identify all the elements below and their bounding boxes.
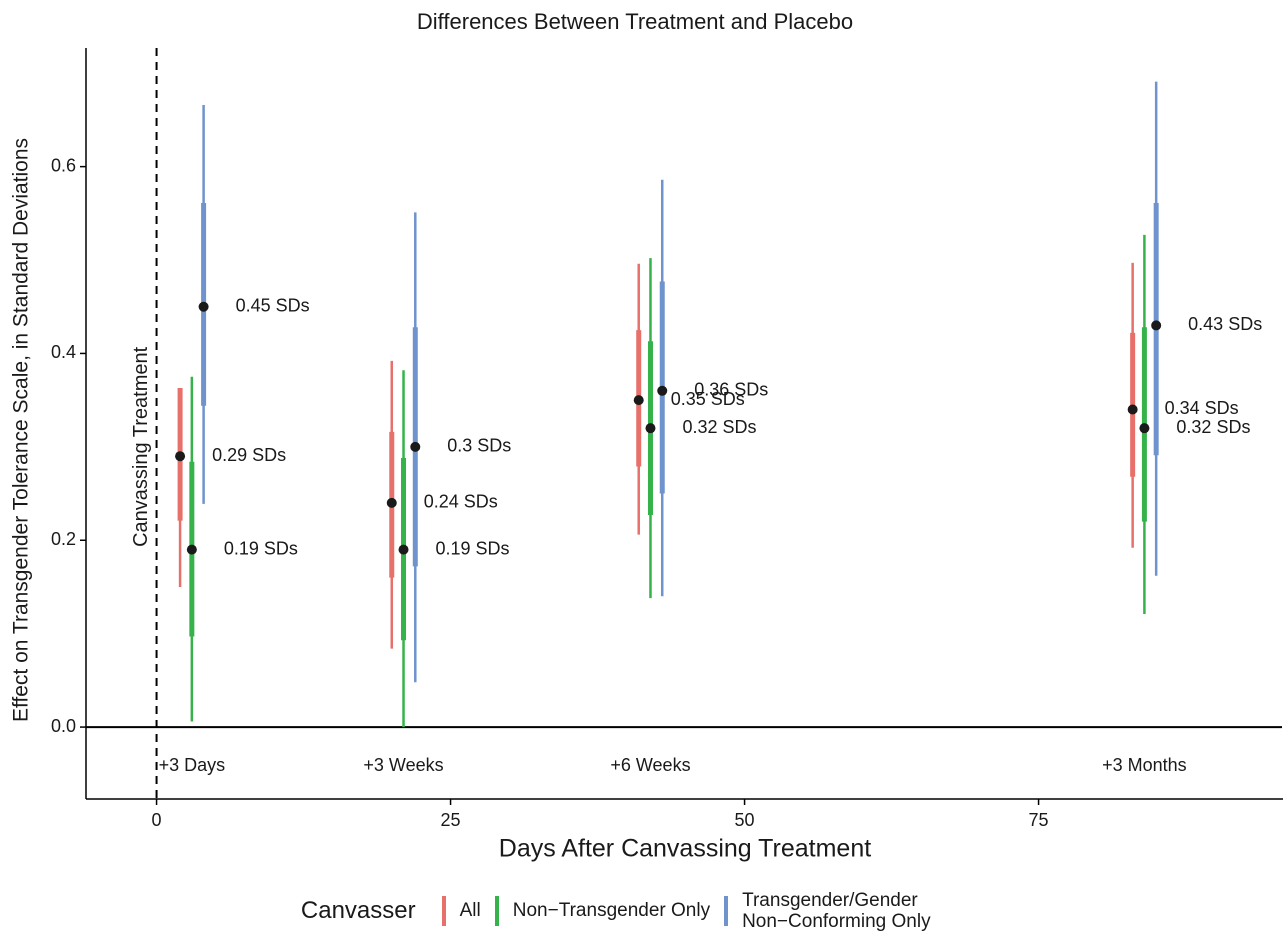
- point: [198, 301, 209, 312]
- point: [410, 441, 421, 452]
- value-label: 0.3 SDs: [447, 436, 511, 456]
- point: [657, 385, 668, 396]
- legend-label: Non−Transgender Only: [512, 900, 711, 921]
- period-label: +3 Weeks: [363, 755, 443, 775]
- point: [645, 423, 656, 434]
- legend-entry: All: [441, 895, 481, 926]
- y-tick-label: 0.0: [51, 716, 76, 736]
- value-label: 0.19 SDs: [224, 538, 298, 558]
- value-label: 0.45 SDs: [236, 295, 310, 315]
- point: [1139, 423, 1150, 434]
- legend-label: Transgender/Gender Non−Conforming Only: [742, 889, 931, 932]
- legend-swatch: [494, 895, 499, 926]
- value-label: 0.35 SDs: [671, 389, 745, 409]
- y-tick-label: 0.4: [51, 342, 76, 362]
- legend-label: All: [459, 900, 481, 921]
- period-label: +3 Days: [159, 755, 226, 775]
- value-label: 0.32 SDs: [682, 417, 756, 437]
- value-label: 0.32 SDs: [1176, 417, 1250, 437]
- legend-title: Canvasser: [300, 896, 416, 924]
- value-label: 0.34 SDs: [1165, 398, 1239, 418]
- value-label: 0.29 SDs: [212, 445, 286, 465]
- legend-swatch: [724, 895, 729, 926]
- legend-entry: Non−Transgender Only: [494, 895, 711, 926]
- point: [1127, 404, 1138, 415]
- chart: Differences Between Treatment and Placeb…: [10, 9, 1283, 863]
- point: [633, 395, 644, 406]
- point: [186, 544, 197, 555]
- value-label: 0.19 SDs: [436, 538, 510, 558]
- x-tick-label: 25: [441, 810, 461, 830]
- point: [398, 544, 409, 555]
- period-label: +3 Months: [1102, 755, 1187, 775]
- y-tick-label: 0.2: [51, 529, 76, 549]
- y-tick-label: 0.6: [51, 155, 76, 175]
- x-tick-label: 75: [1029, 810, 1049, 830]
- x-tick-label: 0: [152, 810, 162, 830]
- point: [1151, 320, 1162, 331]
- reference-label: Canvassing Treatment: [130, 346, 152, 547]
- value-label: 0.24 SDs: [424, 492, 498, 512]
- legend-entry: Transgender/Gender Non−Conforming Only: [724, 890, 982, 932]
- legend-swatch: [441, 895, 446, 926]
- legend: Canvasser All Non−Transgender Only Transgen…: [0, 888, 1283, 933]
- x-axis-label: Days After Canvassing Treatment: [499, 835, 871, 863]
- y-axis-label: Effect on Transgender Tolerance Scale, i…: [10, 138, 33, 722]
- period-label: +6 Weeks: [610, 755, 690, 775]
- point: [386, 497, 397, 508]
- point: [175, 451, 186, 462]
- value-label: 0.36 SDs: [694, 380, 768, 400]
- x-tick-label: 50: [735, 810, 755, 830]
- value-label: 0.43 SDs: [1188, 314, 1262, 334]
- chart-title: Differences Between Treatment and Placeb…: [417, 9, 853, 34]
